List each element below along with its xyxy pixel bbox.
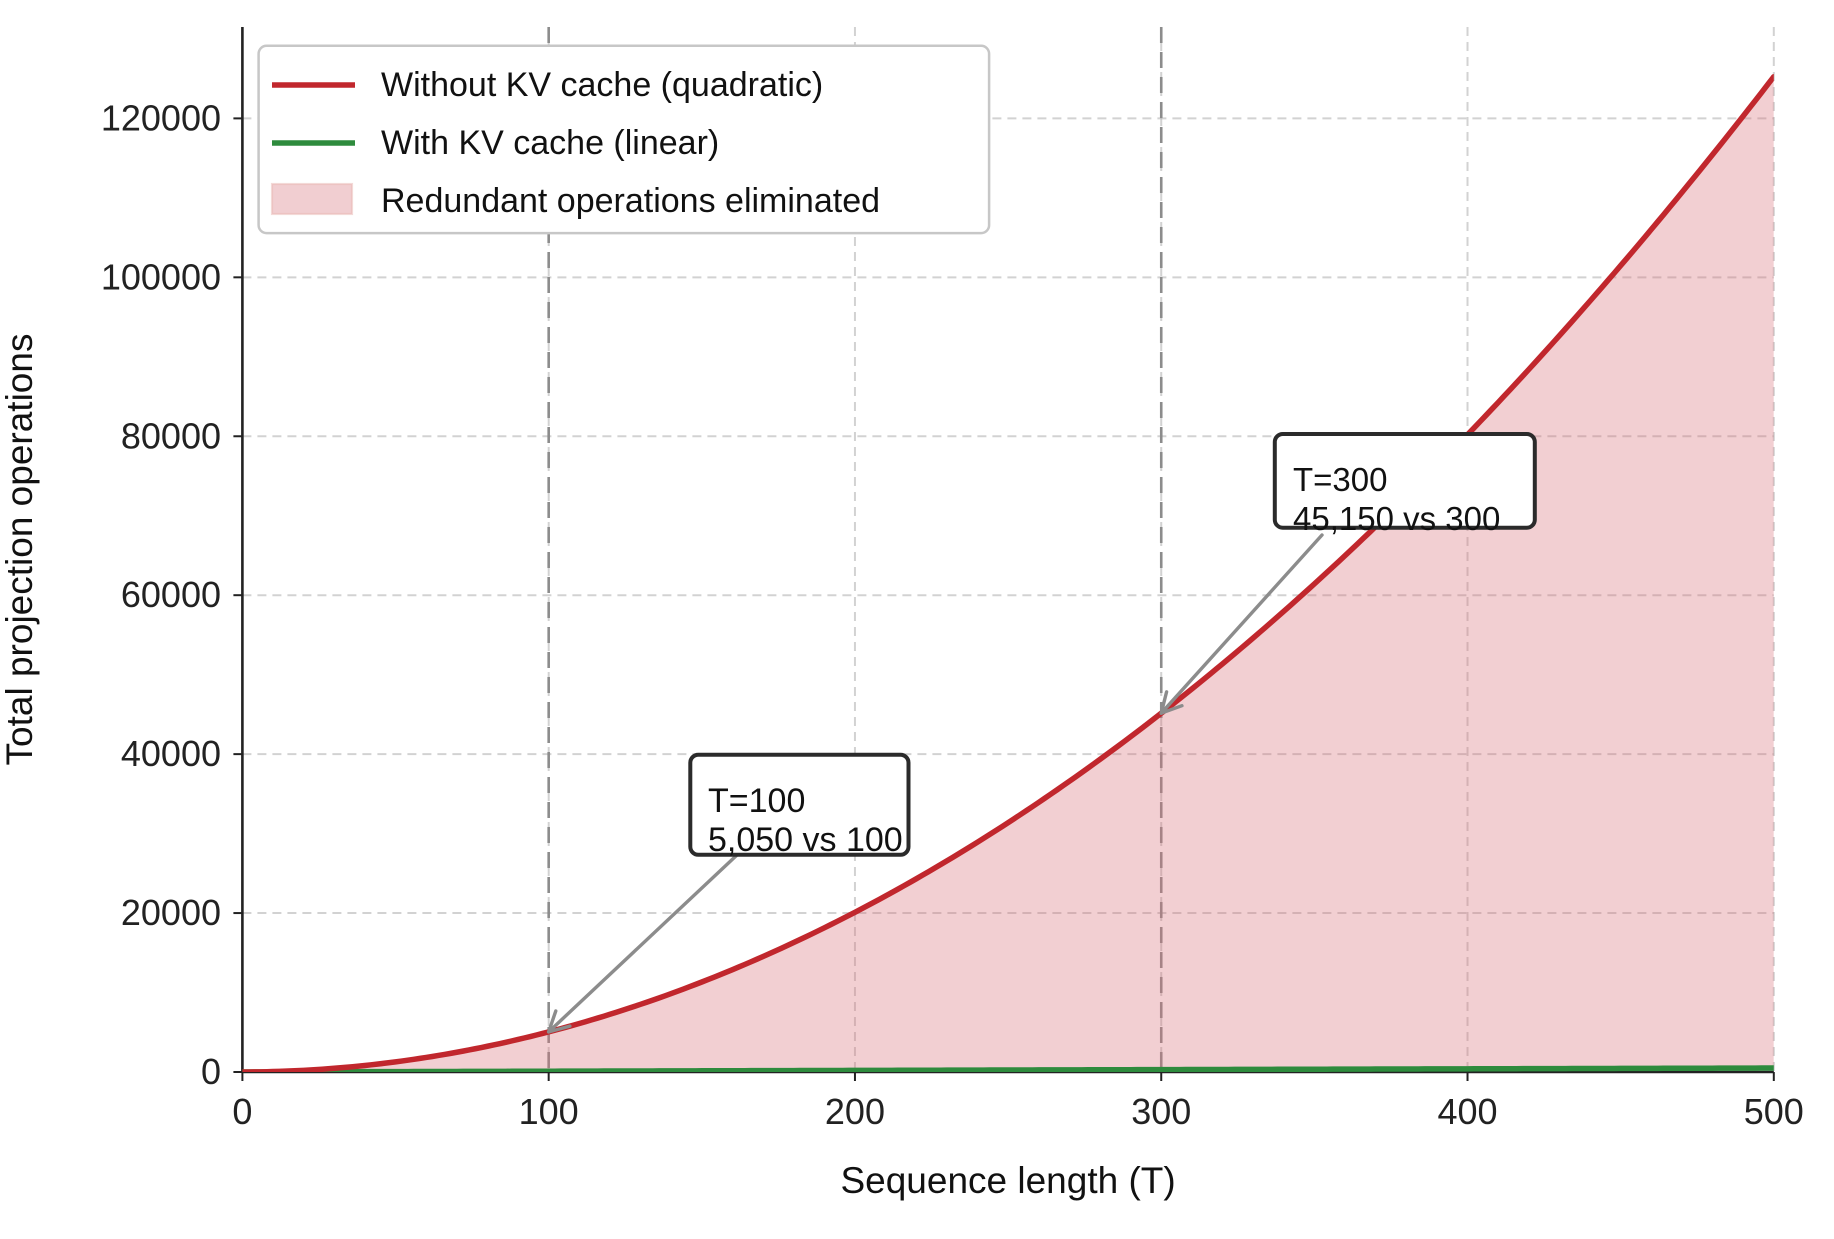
svg-text:45,150 vs 300: 45,150 vs 300 (1293, 500, 1500, 537)
svg-text:200: 200 (825, 1091, 885, 1132)
svg-text:With KV cache (linear): With KV cache (linear) (381, 124, 719, 162)
svg-text:Sequence length (T): Sequence length (T) (840, 1160, 1175, 1201)
svg-text:T=300: T=300 (1293, 461, 1388, 498)
svg-text:Total projection operations: Total projection operations (0, 334, 40, 766)
svg-text:0: 0 (232, 1091, 252, 1132)
svg-text:20000: 20000 (121, 892, 221, 933)
svg-text:100: 100 (519, 1091, 579, 1132)
svg-text:80000: 80000 (121, 415, 221, 456)
svg-text:5,050 vs 100: 5,050 vs 100 (708, 821, 903, 859)
svg-text:60000: 60000 (121, 574, 221, 615)
svg-text:500: 500 (1744, 1091, 1804, 1132)
svg-text:40000: 40000 (121, 733, 221, 774)
svg-text:Without KV cache (quadratic): Without KV cache (quadratic) (381, 66, 823, 104)
svg-text:100000: 100000 (101, 256, 221, 297)
svg-text:120000: 120000 (101, 97, 221, 138)
svg-text:T=100: T=100 (708, 782, 805, 820)
svg-text:400: 400 (1437, 1091, 1497, 1132)
svg-text:300: 300 (1131, 1091, 1191, 1132)
svg-text:0: 0 (201, 1051, 221, 1092)
svg-text:Redundant operations eliminate: Redundant operations eliminated (381, 182, 880, 220)
